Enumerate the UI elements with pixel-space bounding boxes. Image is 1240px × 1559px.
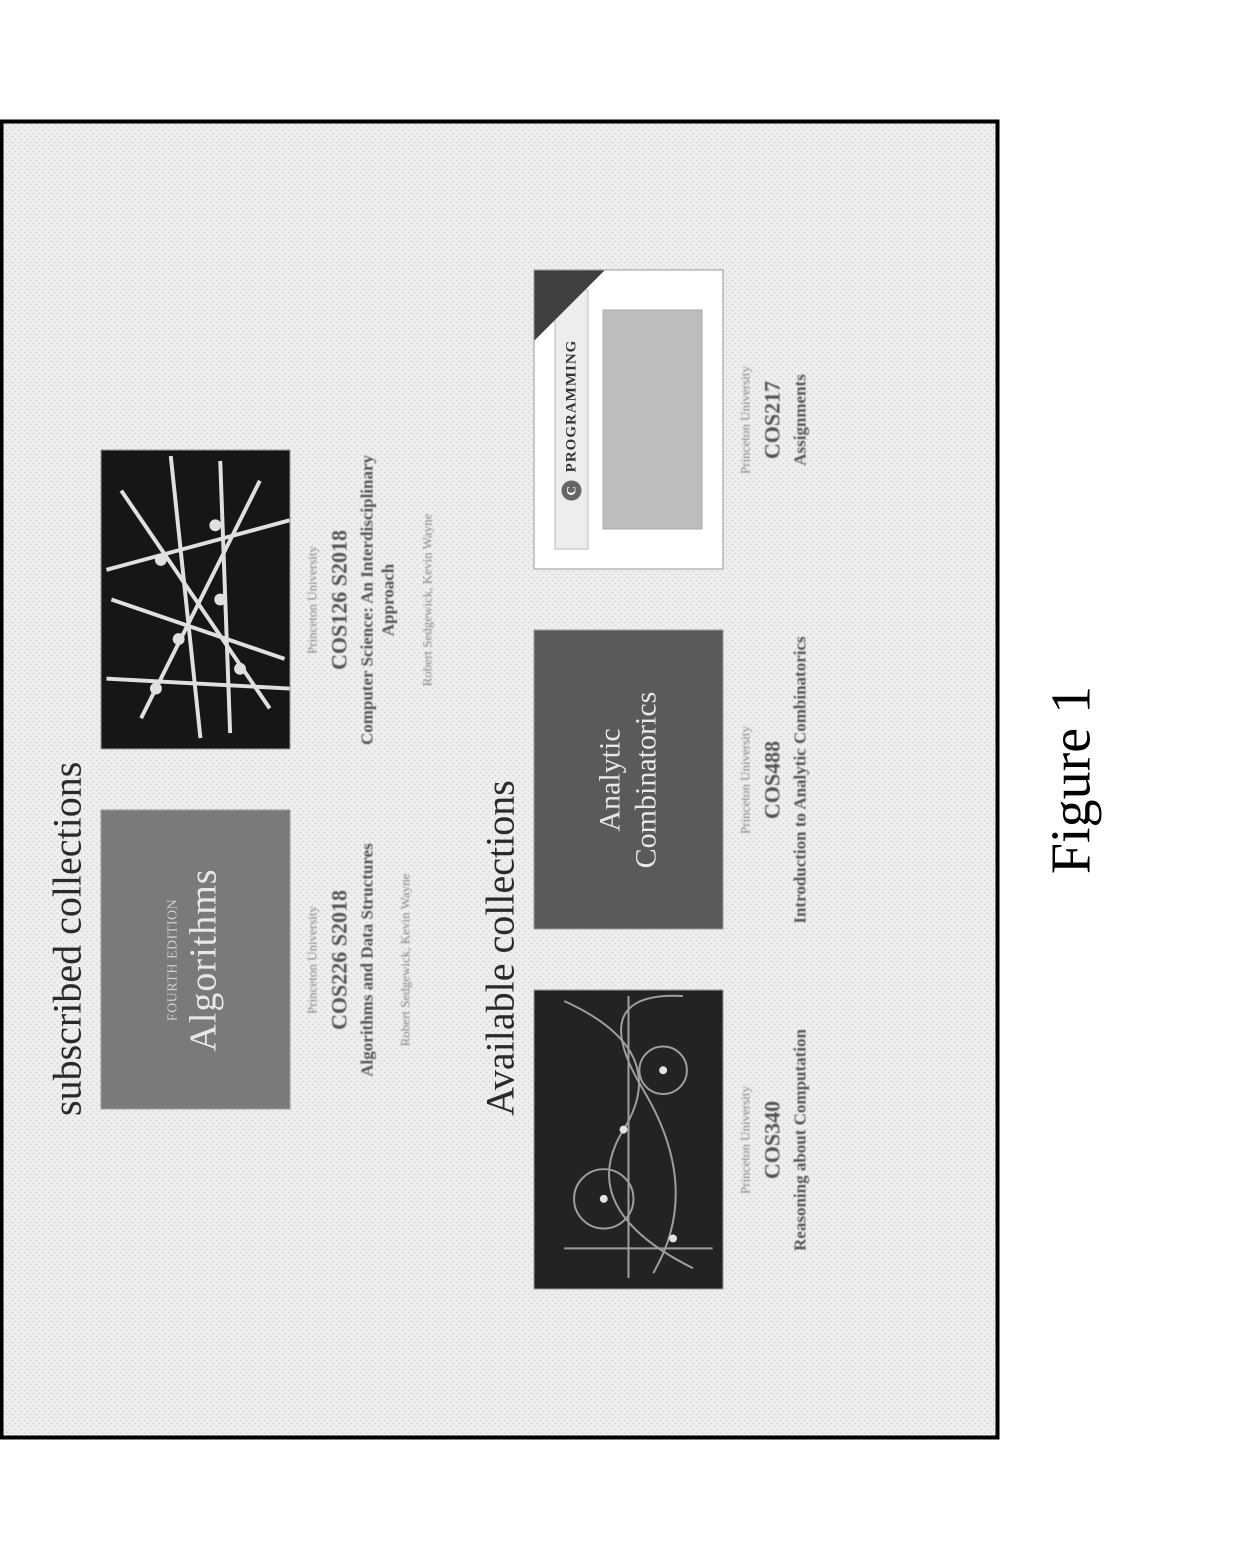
- banner-text: PROGRAMMING: [563, 339, 580, 472]
- thumb-label: Algorithms: [182, 868, 226, 1051]
- thumb-algorithms[interactable]: FOURTH EDITION Algorithms: [101, 810, 291, 1110]
- chalkboard-icon: [535, 991, 723, 1289]
- card-code: COS488: [760, 740, 786, 818]
- card-university: Princeton University: [305, 546, 321, 654]
- section-heading-available: Available collections: [477, 184, 524, 1116]
- thumb-label-line2: Combinatorics: [629, 691, 665, 868]
- network-icon: [102, 451, 290, 749]
- card-cos217[interactable]: C PROGRAMMING Princeton University COS21…: [534, 270, 811, 570]
- card-code: COS226 S2018: [327, 890, 353, 1030]
- section-subscribed: subscribed collections FOURTH EDITION Al…: [44, 184, 437, 1376]
- card-cos126[interactable]: Princeton University COS126 S2018 Comput…: [101, 450, 437, 750]
- card-university: Princeton University: [738, 366, 754, 474]
- available-row: Princeton University COS340 Reasoning ab…: [534, 184, 811, 1376]
- thumb-programming[interactable]: C PROGRAMMING: [534, 270, 724, 570]
- card-cos226[interactable]: FOURTH EDITION Algorithms Princeton Univ…: [101, 810, 437, 1110]
- card-title: Introduction to Analytic Combinatorics: [790, 636, 811, 923]
- card-code: COS340: [760, 1100, 786, 1178]
- thumb-network[interactable]: [101, 450, 291, 750]
- thumb-small-label: FOURTH EDITION: [166, 898, 182, 1020]
- card-code: COS217: [760, 380, 786, 458]
- card-code: COS126 S2018: [327, 530, 353, 670]
- subscribed-row: FOURTH EDITION Algorithms Princeton Univ…: [101, 184, 437, 1376]
- thumb-combinatorics[interactable]: Analytic Combinatorics: [534, 630, 724, 930]
- grey-panel: [603, 310, 703, 530]
- card-title: Assignments: [790, 374, 811, 466]
- card-title: Computer Science: An Interdisciplinary A…: [357, 450, 400, 750]
- figure-caption: Figure 1: [1040, 685, 1104, 873]
- card-title: Reasoning about Computation: [790, 1029, 811, 1251]
- card-university: Princeton University: [738, 1086, 754, 1194]
- card-university: Princeton University: [305, 906, 321, 1014]
- thumb-label-line1: Analytic: [593, 728, 629, 831]
- card-title: Algorithms and Data Structures: [357, 843, 378, 1076]
- card-authors: Robert Sedgewick, Kevin Wayne: [417, 513, 437, 686]
- section-available: Available collections: [477, 184, 811, 1376]
- figure-frame: subscribed collections FOURTH EDITION Al…: [0, 120, 1000, 1440]
- card-authors: Robert Sedgewick, Kevin Wayne: [396, 873, 416, 1046]
- thumb-chalkboard[interactable]: [534, 990, 724, 1290]
- section-heading-subscribed: subscribed collections: [44, 184, 91, 1116]
- corner-triangle-icon: [535, 271, 605, 341]
- c-badge-icon: C: [562, 480, 582, 500]
- card-cos340[interactable]: Princeton University COS340 Reasoning ab…: [534, 990, 811, 1290]
- card-cos488[interactable]: Analytic Combinatorics Princeton Univers…: [534, 630, 811, 930]
- card-university: Princeton University: [738, 726, 754, 834]
- page-rotated-wrap: subscribed collections FOURTH EDITION Al…: [0, 0, 1240, 1559]
